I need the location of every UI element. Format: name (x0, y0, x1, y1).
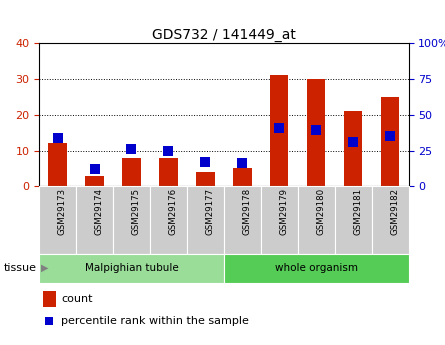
Text: GSM29179: GSM29179 (279, 188, 288, 235)
Point (91, 166, 98, 172)
Point (202, 159, 209, 165)
Bar (335, 186, 372, 254)
Bar (150, 186, 187, 254)
Bar (122, 158, 141, 186)
Bar (76, 186, 113, 254)
Bar (39, 254, 224, 283)
Bar (39, 186, 76, 254)
Point (387, 134, 394, 139)
Bar (187, 186, 224, 254)
Bar (113, 186, 150, 254)
Point (128, 146, 135, 152)
Bar (43, 291, 56, 306)
Point (46, 318, 53, 324)
Bar (224, 254, 409, 283)
Bar (233, 168, 251, 186)
Text: tissue: tissue (4, 263, 37, 273)
Bar (85, 176, 104, 186)
Point (54, 135, 61, 140)
Text: GSM29181: GSM29181 (353, 188, 362, 235)
Text: ▶: ▶ (41, 263, 49, 273)
Point (276, 125, 283, 130)
Point (313, 128, 320, 133)
Bar (344, 111, 362, 186)
Text: Malpighian tubule: Malpighian tubule (85, 263, 178, 273)
Bar (307, 79, 325, 186)
Text: GSM29175: GSM29175 (132, 188, 141, 235)
Point (350, 139, 357, 145)
Text: percentile rank within the sample: percentile rank within the sample (61, 316, 249, 326)
Bar (270, 75, 288, 186)
Text: GSM29177: GSM29177 (206, 188, 214, 235)
Bar (224, 186, 261, 254)
Bar (372, 186, 409, 254)
Bar (298, 186, 335, 254)
Bar (381, 97, 399, 186)
Bar (49, 143, 67, 186)
Text: GSM29173: GSM29173 (58, 188, 67, 235)
Text: GSM29178: GSM29178 (243, 188, 251, 235)
Point (165, 148, 172, 153)
Bar (196, 172, 214, 186)
Text: GSM29182: GSM29182 (390, 188, 399, 235)
Text: GSM29176: GSM29176 (169, 188, 178, 235)
Bar (261, 186, 298, 254)
Text: GSM29174: GSM29174 (95, 188, 104, 235)
Bar (159, 158, 178, 186)
Text: count: count (61, 294, 93, 304)
Text: whole organism: whole organism (275, 263, 358, 273)
Text: GSM29180: GSM29180 (316, 188, 325, 235)
Title: GDS732 / 141449_at: GDS732 / 141449_at (152, 28, 296, 42)
Point (239, 161, 246, 166)
